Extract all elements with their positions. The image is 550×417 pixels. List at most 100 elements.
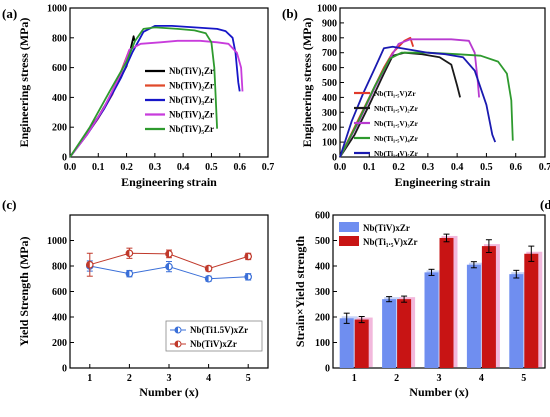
y-axis-label: Yield Strength (MPa) bbox=[17, 237, 31, 347]
legend-label-3: Nb(TiV)₃Zr bbox=[169, 95, 214, 105]
legend-box bbox=[165, 320, 263, 352]
data-point-fill bbox=[244, 253, 249, 260]
x-tick-label: 0.6 bbox=[509, 162, 522, 173]
x-tick-label: 4 bbox=[479, 373, 484, 384]
series-line-5 bbox=[339, 45, 497, 158]
x-tick-label: 0.3 bbox=[149, 162, 162, 173]
legend-label-2: Nb(TiV)₂Zr bbox=[169, 81, 214, 91]
y-tick-label: 200 bbox=[315, 313, 330, 324]
y-tick-label: 400 bbox=[52, 313, 67, 324]
x-tick-label: 0.4 bbox=[451, 162, 464, 173]
x-tick-label: 0.0 bbox=[334, 162, 347, 173]
legend-swatch-1 bbox=[339, 222, 359, 232]
y-tick-label: 300 bbox=[322, 108, 337, 119]
x-tick-label: 0.5 bbox=[480, 162, 493, 173]
y-axis-label: Engineering stress (MPa) bbox=[17, 18, 31, 148]
bar-1-4 bbox=[466, 264, 481, 368]
legend-swatch-2 bbox=[339, 236, 359, 246]
data-point-fill bbox=[165, 263, 169, 270]
x-axis-label: Number (x) bbox=[409, 385, 468, 399]
series-line-5 bbox=[69, 26, 218, 158]
y-axis-label: Strain×Yield strength bbox=[293, 236, 307, 348]
y-tick-label: 800 bbox=[322, 33, 337, 44]
y-tick-label: 400 bbox=[315, 262, 330, 273]
plot-frame-1 bbox=[339, 7, 546, 158]
y-tick-label: 900 bbox=[322, 18, 337, 29]
x-tick-label: 0.7 bbox=[539, 162, 550, 173]
data-point-fill bbox=[86, 261, 90, 268]
series-line-2 bbox=[69, 49, 131, 158]
y-tick-label: 400 bbox=[52, 93, 67, 104]
x-tick-label: 0.3 bbox=[422, 162, 435, 173]
series-group-2 bbox=[86, 247, 253, 277]
y-tick-label: 600 bbox=[52, 63, 67, 74]
panel-label: (b) bbox=[282, 6, 298, 21]
legend-label-2: Nb(Ti₁.₅V)xZr bbox=[363, 237, 417, 247]
x-tick-label: 3 bbox=[437, 373, 442, 384]
x-tick-label: 0.1 bbox=[363, 162, 376, 173]
x-axis-label: Engineering strain bbox=[395, 175, 491, 189]
x-tick-label: 1 bbox=[87, 373, 92, 384]
bar-2-3 bbox=[439, 237, 454, 368]
legend-label-4: Nb(Ti₁.₅V)₄Zr bbox=[374, 134, 419, 143]
legend-label-5: Nb(Ti₁.₅V)₅Zr bbox=[374, 149, 419, 158]
y-tick-label: 800 bbox=[52, 33, 67, 44]
x-axis-label: Number (x) bbox=[139, 385, 198, 399]
bar-2-5 bbox=[524, 253, 539, 368]
y-tick-label: 600 bbox=[52, 287, 67, 298]
series-line-4 bbox=[69, 39, 244, 158]
y-tick-label: 1000 bbox=[47, 236, 67, 247]
y-tick-label: 1000 bbox=[317, 4, 337, 15]
bar-1-2 bbox=[382, 299, 397, 368]
series-line-1 bbox=[69, 35, 136, 158]
legend-label-2: Nb(TiV)xZr bbox=[190, 339, 237, 349]
x-tick-label: 2 bbox=[127, 373, 132, 384]
data-point-fill bbox=[126, 270, 130, 277]
x-tick-label: 0.4 bbox=[177, 162, 190, 173]
bar-2-4 bbox=[481, 246, 496, 368]
y-tick-label: 700 bbox=[322, 48, 337, 59]
legend-label-1: Nb(TiV)xZr bbox=[363, 223, 410, 233]
y-tick-label: 500 bbox=[322, 78, 337, 89]
x-tick-label: 3 bbox=[167, 373, 172, 384]
y-tick-label: 400 bbox=[322, 93, 337, 104]
data-point-fill bbox=[205, 265, 209, 272]
data-point-fill bbox=[245, 273, 249, 281]
legend-label-3: Nb(Ti₁.₅V)₃Zr bbox=[374, 119, 419, 128]
panel-label: (d) bbox=[540, 197, 550, 212]
legend-label-5: Nb(TiV)₅Zr bbox=[169, 124, 214, 134]
y-axis-label: Engineering stress (MPa) bbox=[300, 18, 314, 148]
series-line-3 bbox=[69, 24, 241, 158]
panel-label: (a) bbox=[2, 6, 17, 21]
x-tick-label: 1 bbox=[352, 373, 357, 384]
y-tick-label: 0 bbox=[325, 364, 330, 375]
legend-label-1: Nb(TiV)₁Zr bbox=[169, 66, 214, 76]
y-tick-label: 100 bbox=[322, 138, 337, 149]
y-tick-label: 1000 bbox=[47, 4, 67, 15]
y-tick-label: 300 bbox=[315, 287, 330, 298]
panel-label: (c) bbox=[2, 197, 16, 212]
legend-marker-fill bbox=[175, 327, 178, 333]
data-point-fill bbox=[165, 250, 169, 258]
bar-2-2 bbox=[397, 299, 412, 368]
y-tick-label: 100 bbox=[315, 338, 330, 349]
x-tick-label: 5 bbox=[521, 373, 526, 384]
legend-label-1: Nb(Ti₁.₅V)Zr bbox=[374, 89, 416, 98]
x-tick-label: 0.7 bbox=[262, 162, 275, 173]
bar-2-1 bbox=[354, 319, 369, 368]
plot-frame-0 bbox=[69, 7, 269, 158]
y-tick-label: 0 bbox=[62, 153, 67, 164]
y-tick-label: 500 bbox=[315, 236, 330, 247]
y-tick-label: 0 bbox=[332, 153, 337, 164]
x-tick-label: 4 bbox=[206, 373, 211, 384]
y-tick-label: 800 bbox=[52, 262, 67, 273]
legend-label-2: Nb(Ti₁.₅V)₂Zr bbox=[374, 104, 419, 113]
x-tick-label: 0.1 bbox=[92, 162, 105, 173]
legend-marker-fill bbox=[175, 341, 178, 347]
x-tick-label: 0.0 bbox=[64, 162, 77, 173]
y-tick-label: 600 bbox=[322, 63, 337, 74]
x-tick-label: 0.2 bbox=[120, 162, 133, 173]
bar-1-3 bbox=[424, 272, 439, 368]
x-tick-label: 0.2 bbox=[392, 162, 405, 173]
